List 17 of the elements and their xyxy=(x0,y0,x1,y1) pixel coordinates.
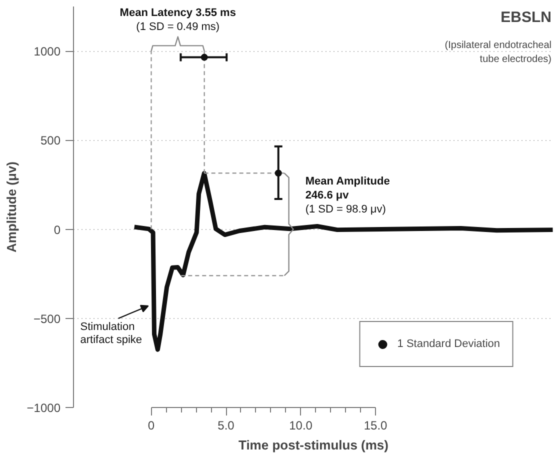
text: (Ipsilateral endotracheal tube electrodes) xyxy=(444,40,552,65)
x-tick-label: 0 xyxy=(148,418,155,432)
y-tick-label: −1000 xyxy=(26,401,61,415)
chart-title: EBSLN xyxy=(500,9,552,26)
legend-label: 1 Standard Deviation xyxy=(397,338,500,350)
annotation: Stimulation artifact spike xyxy=(80,320,142,346)
annotation: Mean Latency 3.55 ms (1 SD = 0.49 ms) xyxy=(120,6,236,33)
y-tick-label: 500 xyxy=(40,134,61,148)
x-tick-label: 5.0 xyxy=(218,418,235,432)
annotation: Mean Amplitude 246.6 μv (1 SD = 98.9 μv) xyxy=(305,175,390,216)
y-tick-label: −500 xyxy=(33,312,61,326)
y-axis-title: Amplitude (μv) xyxy=(4,161,19,253)
x-tick-label: 10.0 xyxy=(289,418,313,432)
x-axis-title: Time post-stimulus (ms) xyxy=(238,438,389,452)
y-tick-label: 0 xyxy=(54,222,61,237)
y-tick-label: 1000 xyxy=(34,44,61,59)
x-tick-label: 15.0 xyxy=(364,418,388,432)
